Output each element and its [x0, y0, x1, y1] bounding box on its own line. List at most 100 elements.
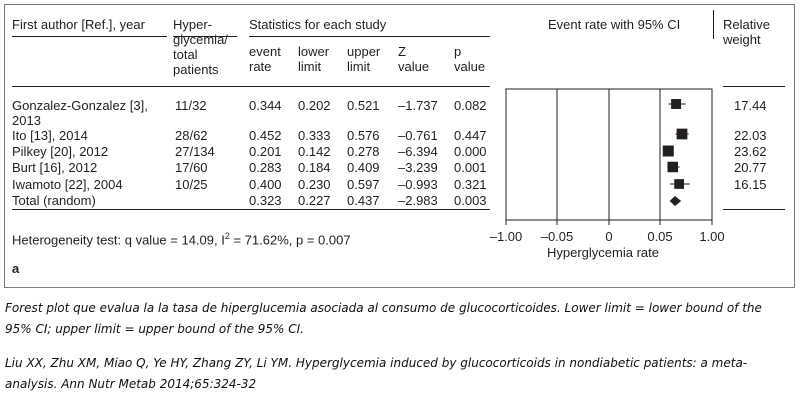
- row-hyper: 27/134: [175, 144, 215, 159]
- row-lower: 0.142: [298, 144, 331, 159]
- row-author: Gonzalez-Gonzalez [3],: [12, 98, 148, 113]
- summary-mark: [669, 196, 682, 206]
- row-weight: 23.62: [734, 144, 767, 159]
- rule-table-bottom: [12, 209, 490, 210]
- rule-author-top: [12, 36, 167, 37]
- row-hyper: 17/60: [175, 160, 208, 175]
- row-upper: 0.409: [347, 160, 380, 175]
- row-lower: 0.184: [298, 160, 331, 175]
- row-author: Iwamoto [22], 2004: [12, 177, 123, 192]
- header-z-2: value: [398, 59, 430, 74]
- row-lower-total: 0.227: [298, 193, 331, 208]
- forest-plot: [505, 88, 713, 225]
- header-author: First author [Ref.], year: [12, 17, 145, 32]
- row-weight: 22.03: [734, 128, 767, 143]
- row-lower: 0.202: [298, 98, 331, 113]
- row-z: –0.993: [398, 177, 438, 192]
- study-mark: [675, 128, 689, 140]
- header-weight-1: Relative: [723, 17, 770, 32]
- header-lower-2: limit: [298, 59, 322, 74]
- row-author: Burt [16], 2012: [12, 160, 98, 175]
- row-z-total: –2.983: [398, 193, 438, 208]
- caption-line-1: Forest plot que evalua la la tasa de hip…: [5, 301, 762, 315]
- row-z: –3.239: [398, 160, 438, 175]
- row-upper: 0.576: [347, 128, 380, 143]
- row-event: 0.452: [249, 128, 282, 143]
- caption-line-4: analysis. Ann Nutr Metab 2014;65:324-32: [5, 377, 257, 391]
- header-event-1: event: [249, 44, 281, 59]
- x-axis-label: Hyperglycemia rate: [547, 245, 659, 260]
- row-hyper: 10/25: [175, 177, 208, 192]
- header-weight-2: weight: [723, 32, 761, 47]
- header-upper-2: limit: [347, 59, 371, 74]
- header-p-1: p: [454, 44, 462, 59]
- point-estimate: [662, 145, 674, 157]
- row-weight: 16.15: [734, 177, 767, 192]
- heterogeneity-sup: 2: [224, 231, 230, 241]
- rule-weight-divider: [713, 10, 714, 39]
- header-lower-1: lower: [298, 44, 330, 59]
- study-mark: [668, 99, 686, 109]
- summary-diamond: [669, 196, 682, 206]
- point-estimate: [676, 128, 688, 140]
- row-lower: 0.333: [298, 128, 331, 143]
- row-p: 0.000: [454, 144, 487, 159]
- row-weight: 20.77: [734, 160, 767, 175]
- panel-label: a: [12, 261, 20, 276]
- row-event-total: 0.323: [249, 193, 282, 208]
- rule-weight-bottom: [723, 86, 785, 87]
- heterogeneity-prefix: Heterogeneity test: q value = 14.09, I: [12, 232, 225, 248]
- row-z: –6.394: [398, 144, 438, 159]
- row-weight: 17.44: [734, 98, 767, 113]
- heterogeneity-text: Heterogeneity test: q value = 14.09, I2 …: [12, 229, 351, 247]
- x-tick-label: 0.05: [647, 229, 673, 244]
- row-event: 0.344: [249, 98, 282, 113]
- caption-line-3: Liu XX, Zhu XM, Miao Q, Ye HY, Zhang ZY,…: [5, 356, 748, 370]
- point-estimate: [667, 161, 679, 173]
- row-z: –0.761: [398, 128, 438, 143]
- x-ticks: [505, 220, 713, 225]
- row-event: 0.400: [249, 177, 282, 192]
- row-upper-total: 0.437: [347, 193, 380, 208]
- row-p: 0.321: [454, 177, 487, 192]
- row-author-total: Total (random): [12, 193, 96, 208]
- row-z: –1.737: [398, 98, 438, 113]
- row-author: Pilkey [20], 2012: [12, 144, 109, 159]
- heterogeneity-suffix: = 71.62%, p = 0.007: [229, 232, 351, 248]
- x-tick-label: –0.05: [540, 229, 574, 244]
- row-event: 0.201: [249, 144, 282, 159]
- x-tick-label: 1.00: [699, 229, 725, 244]
- row-event: 0.283: [249, 160, 282, 175]
- header-z-1: Z: [398, 44, 406, 59]
- point-estimate: [671, 99, 682, 109]
- header-p-2: value: [454, 59, 486, 74]
- reference-lines: [556, 89, 661, 220]
- header-event-2: rate: [249, 59, 272, 74]
- rule-hyper-top: [173, 36, 237, 37]
- row-hyper: 28/62: [175, 128, 208, 143]
- header-upper-1: upper: [347, 44, 381, 59]
- rule-header-bottom: [12, 86, 490, 87]
- study-mark: [662, 145, 674, 157]
- study-mark: [669, 179, 690, 189]
- row-p-total: 0.003: [454, 193, 487, 208]
- header-hyper-3: total: [173, 47, 198, 62]
- point-estimate: [674, 179, 685, 189]
- header-hyper-2: glycemia/: [173, 32, 228, 47]
- row-hyper: 11/32: [175, 98, 207, 113]
- caption-line-2: 95% CI; upper limit = upper bound of the…: [5, 322, 304, 336]
- row-author-line2: 2013: [12, 113, 41, 128]
- header-ci-title: Event rate with 95% CI: [548, 17, 681, 32]
- row-upper: 0.278: [347, 144, 380, 159]
- row-p: 0.082: [454, 98, 487, 113]
- x-tick-label: –1.00: [489, 229, 523, 244]
- header-hyper-4: patients: [173, 62, 219, 77]
- rule-stats-top: [249, 36, 490, 37]
- row-upper: 0.521: [347, 98, 380, 113]
- header-hyper-1: Hyper-: [173, 17, 213, 32]
- rule-weight-table-bottom: [723, 209, 785, 210]
- figure-frame: [4, 4, 795, 288]
- row-lower: 0.230: [298, 177, 331, 192]
- header-stats-group: Statistics for each study: [249, 17, 387, 32]
- study-marks: [662, 99, 690, 189]
